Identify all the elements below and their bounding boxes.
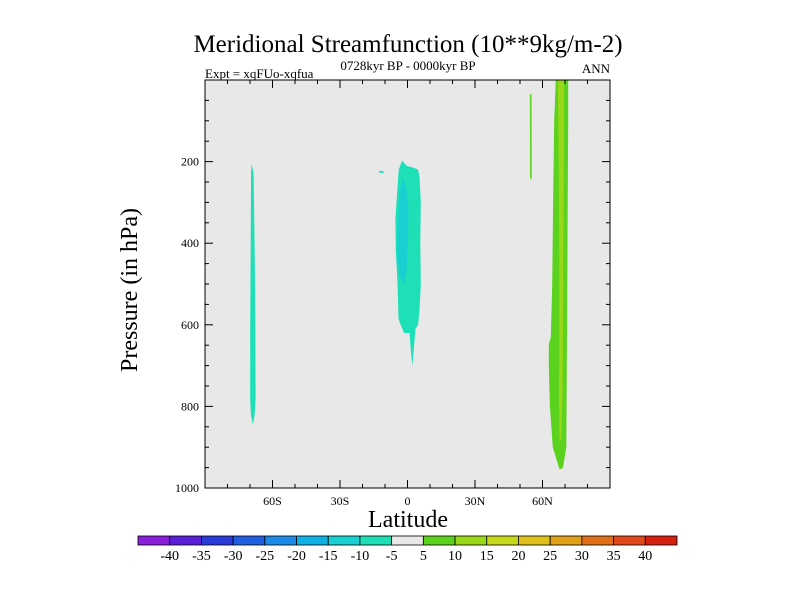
- colorbar-swatch: [454, 535, 488, 546]
- chart-title: Meridional Streamfunction (10**9kg/m-2): [193, 31, 622, 58]
- colorbar-swatch: [327, 535, 361, 546]
- x-tick-label: 60S: [263, 494, 282, 508]
- colorbar-swatch: [137, 535, 171, 546]
- colorbar-swatch: [201, 535, 234, 546]
- colorbar-swatch: [296, 535, 329, 546]
- colorbar-swatch: [232, 535, 266, 546]
- x-axis-ticks: 60S 30S 0 30N 60N: [227, 80, 588, 508]
- colorbar-swatch: [613, 535, 646, 546]
- small-negative-speck: [378, 170, 384, 173]
- colorbar-label: 35: [607, 549, 621, 564]
- colorbar-swatch: [359, 535, 393, 546]
- colorbar-label: -5: [386, 549, 398, 564]
- colorbar-label: 15: [480, 549, 494, 564]
- x-tick-label: 30S: [331, 494, 350, 508]
- contour-features: [250, 80, 569, 470]
- y-tick-label: 600: [181, 318, 199, 332]
- colorbar-label: -35: [192, 549, 211, 564]
- y-axis-label: Pressure (in hPa): [117, 208, 143, 372]
- colorbar-label: 5: [420, 549, 427, 564]
- colorbar-label: 40: [638, 549, 652, 564]
- chart-subtitle-left: Expt = xqFUo-xqfua: [205, 66, 314, 81]
- colorbar-swatch: [169, 535, 202, 546]
- northern-positive-core: [557, 80, 565, 442]
- x-tick-label: 60N: [532, 494, 553, 508]
- y-axis-ticks: 200 400 600 800 1000: [175, 99, 610, 495]
- colorbar-label: -30: [224, 549, 243, 564]
- colorbar-label: -15: [319, 549, 338, 564]
- colorbar-swatch: [422, 535, 456, 546]
- colorbar-label: -10: [351, 549, 370, 564]
- x-tick-label: 0: [405, 494, 411, 508]
- y-tick-label: 1000: [175, 481, 199, 495]
- chart-subtitle-right: ANN: [582, 61, 611, 76]
- x-tick-label: 30N: [465, 494, 486, 508]
- colorbar-swatch: [486, 535, 519, 546]
- colorbar-label: 10: [448, 549, 462, 564]
- colorbar-label: -20: [287, 549, 306, 564]
- colorbar-swatch: [391, 535, 424, 546]
- colorbar-label: 25: [543, 549, 557, 564]
- colorbar-swatch: [644, 535, 678, 546]
- colorbar-label: 20: [511, 549, 525, 564]
- colorbar-swatch: [264, 535, 297, 546]
- colorbar-swatch: [581, 535, 614, 546]
- colorbar-label: -25: [255, 549, 274, 564]
- equatorial-negative-core: [397, 177, 409, 284]
- southern-negative-band: [250, 163, 256, 425]
- colorbar-swatch: [518, 535, 551, 546]
- colorbar-label: 30: [575, 549, 589, 564]
- y-tick-label: 800: [181, 399, 199, 413]
- y-tick-label: 400: [181, 236, 199, 250]
- colorbar: -40 -35 -30 -25 -20 -15 -10 -5 5 10 15 20 25 30 35 40: [137, 535, 678, 564]
- colorbar-label: -40: [160, 549, 179, 564]
- northern-thin-positive-band: [529, 94, 532, 180]
- y-tick-label: 200: [181, 155, 199, 169]
- colorbar-swatch: [549, 535, 583, 546]
- x-axis-label: Latitude: [368, 507, 448, 533]
- chart-subtitle-center: 0728kyr BP - 0000kyr BP: [340, 58, 475, 73]
